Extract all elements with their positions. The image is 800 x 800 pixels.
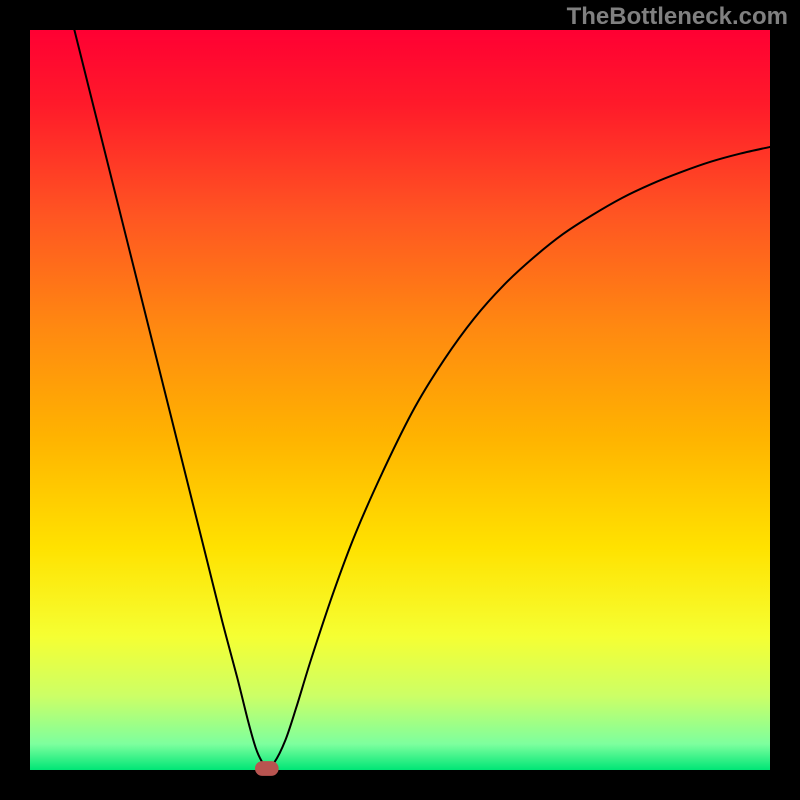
plot-background	[30, 30, 770, 770]
minimum-marker	[255, 761, 279, 776]
chart-stage: TheBottleneck.com	[0, 0, 800, 800]
bottleneck-chart: TheBottleneck.com	[0, 0, 800, 800]
watermark-text: TheBottleneck.com	[567, 3, 788, 30]
